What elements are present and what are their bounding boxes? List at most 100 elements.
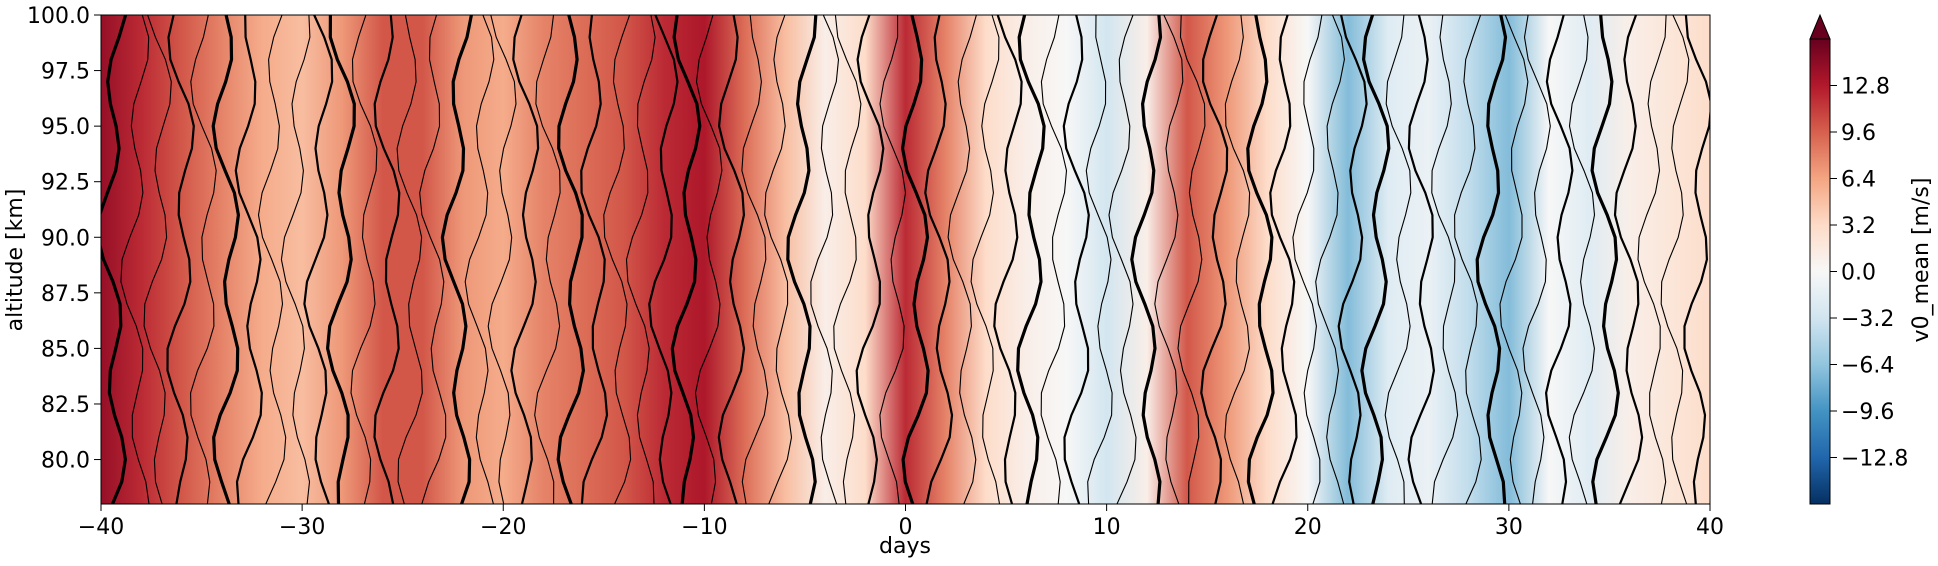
colorbar-tick-label: −3.2 [1841, 307, 1894, 332]
contour-line [1085, 15, 1113, 504]
y-tick-label: 87.5 [41, 282, 90, 307]
contour-line [120, 15, 150, 504]
contour-line [1108, 15, 1137, 504]
colorbar-label: v0_mean [m/s] [1909, 178, 1934, 343]
contour-line [534, 15, 561, 504]
contour-line [464, 15, 495, 504]
colorbar-tick-label: 9.6 [1841, 121, 1876, 146]
colorbar-tick-label: 12.8 [1841, 75, 1890, 100]
y-tick-label: 97.5 [41, 60, 90, 85]
contour-line [396, 15, 423, 504]
contour-line [879, 15, 907, 504]
contour-line [1177, 15, 1206, 504]
contour-line [1568, 15, 1596, 504]
colorbar-tick-label: −12.8 [1841, 447, 1908, 472]
contour-line [947, 15, 977, 504]
contour-line [1660, 15, 1690, 504]
y-tick-label: 92.5 [41, 171, 90, 196]
y-tick-label: 100.0 [27, 4, 90, 29]
contour-line [234, 15, 263, 504]
contour-line [900, 15, 930, 504]
x-tick-label: 20 [1294, 515, 1322, 540]
contour-line [257, 15, 287, 504]
y-axis-label: altitude [km] [3, 189, 28, 332]
contour-line [1590, 15, 1620, 504]
contour-line [810, 15, 840, 504]
colorbar-extend-triangle [1809, 13, 1831, 40]
contour-line [440, 15, 473, 504]
contour-line [1292, 15, 1323, 504]
contour-line [419, 15, 447, 504]
contour-line [1337, 15, 1368, 504]
contour-line [1499, 15, 1529, 504]
contour-line [1522, 15, 1551, 504]
contour-line [1062, 15, 1090, 504]
contour-line [670, 15, 702, 504]
x-axis: −40 −30 −20 −10 0 10 20 30 40 [78, 504, 1724, 540]
colorbar-tick-label: −9.6 [1841, 400, 1894, 425]
x-tick-label: −30 [279, 515, 325, 540]
y-axis: 80.0 82.5 85.0 87.5 90.0 92.5 95.0 97.5 100.0 [27, 4, 101, 474]
contour-line [350, 15, 378, 504]
contour-line [101, 15, 128, 504]
contour-lines [101, 15, 1710, 504]
contour-line [993, 15, 1023, 504]
y-tick-label: 95.0 [41, 115, 90, 140]
contour-line [1016, 15, 1046, 504]
contour-line [280, 15, 311, 504]
contour-line [211, 15, 241, 504]
contour-line [1269, 15, 1298, 504]
x-tick-label: 0 [899, 515, 913, 540]
contour-line [970, 15, 1001, 504]
y-tick-label: 85.0 [41, 337, 90, 362]
contour-line [556, 15, 586, 504]
x-tick-label: −10 [681, 515, 727, 540]
colorbar-tick-label: 3.2 [1841, 214, 1876, 239]
contour-line [1431, 15, 1459, 504]
contour-line [1407, 15, 1436, 504]
contour-line [190, 15, 217, 504]
plot-area [101, 15, 1710, 504]
y-tick-label: 90.0 [41, 226, 90, 251]
contour-line [1246, 15, 1275, 504]
contour-line [1613, 15, 1644, 504]
contour-line [764, 15, 793, 504]
contour-line [1454, 15, 1482, 504]
colorbar: −12.8 −9.6 −6.4 −3.2 0.0 3.2 6.4 9.6 12.8 v0_mea… [1809, 13, 1934, 505]
contour-line [1224, 15, 1251, 504]
x-tick-label: 10 [1093, 515, 1121, 540]
contour-line [1637, 15, 1667, 504]
contour-line [1130, 15, 1163, 504]
contour-line [924, 15, 954, 504]
colorbar-tick-label: −6.4 [1841, 354, 1894, 379]
contour-line [510, 15, 540, 504]
contour-line [1544, 15, 1574, 504]
contour-line [603, 15, 632, 504]
x-tick-label: 30 [1495, 515, 1523, 540]
contour-line [625, 15, 656, 504]
contour-line [694, 15, 723, 504]
contour-line [1200, 15, 1229, 504]
x-tick-label: −40 [78, 515, 124, 540]
colorbar-tick-label: 0.0 [1841, 261, 1876, 286]
contour-line [833, 15, 862, 504]
contour-line [373, 15, 401, 504]
contour-line [1315, 15, 1345, 504]
contour-line [1154, 15, 1184, 504]
contour-line [143, 15, 172, 504]
x-tick-label: −20 [480, 515, 526, 540]
contour-line [1475, 15, 1508, 504]
contour-line [648, 15, 679, 504]
y-tick-label: 82.5 [41, 393, 90, 418]
contour-line [1384, 15, 1412, 504]
contour-line [786, 15, 818, 504]
contour-line [303, 15, 334, 504]
colorbar-ticks: −12.8 −9.6 −6.4 −3.2 0.0 3.2 6.4 9.6 12.8 [1830, 75, 1908, 472]
contour-line [741, 15, 769, 504]
contour-line [1360, 15, 1391, 504]
contour-line [1040, 15, 1068, 504]
x-axis-label: days [879, 534, 931, 559]
contour-line [166, 15, 195, 504]
